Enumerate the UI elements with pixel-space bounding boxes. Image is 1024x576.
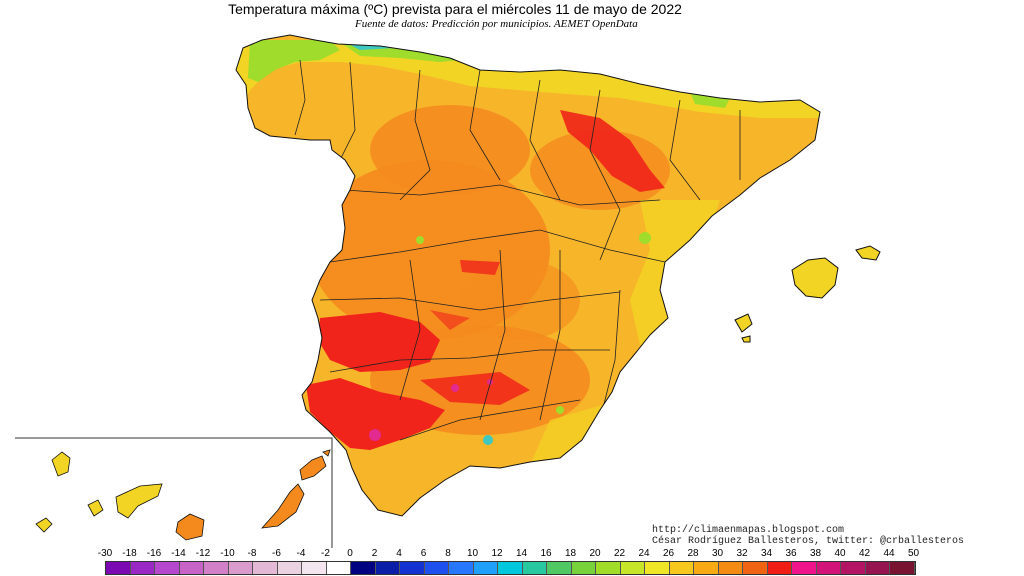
legend-tick-label: -10 xyxy=(220,548,235,559)
legend-color-bar xyxy=(105,561,916,575)
legend-swatch xyxy=(498,562,523,574)
legend-swatch xyxy=(106,562,131,574)
legend-tick-label: -8 xyxy=(247,548,257,559)
legend-swatch xyxy=(792,562,817,574)
legend-tick-label: -30 xyxy=(97,548,113,559)
legend-swatch xyxy=(155,562,180,574)
legend-tick-label: 44 xyxy=(883,548,895,559)
legend-swatch xyxy=(841,562,866,574)
legend-tick-label: 42 xyxy=(858,548,871,559)
legend-swatch xyxy=(302,562,327,574)
map-title: Temperatura máxima (ºC) prevista para el… xyxy=(228,1,682,17)
legend-swatch xyxy=(571,562,596,574)
legend-tick-label: 22 xyxy=(613,548,626,559)
legend-tick-label: 28 xyxy=(687,548,699,559)
legend-tick-label: -16 xyxy=(146,548,162,559)
legend-swatch xyxy=(473,562,498,574)
legend-tick-label: 20 xyxy=(589,548,601,559)
legend-swatch xyxy=(669,562,694,574)
legend-tick-label: 26 xyxy=(662,548,675,559)
legend-tick-label: 32 xyxy=(736,548,748,559)
peninsula-region xyxy=(235,34,821,517)
legend-tick-label: -2 xyxy=(321,548,330,559)
legend-tick-label: 38 xyxy=(809,548,822,559)
legend-tick-label: 8 xyxy=(445,548,451,559)
legend-swatch xyxy=(743,562,768,574)
legend-swatch xyxy=(351,562,376,574)
legend-swatch xyxy=(375,562,400,574)
legend-tick-label: 30 xyxy=(711,548,724,559)
map-subtitle: Fuente de datos: Predicción por municipi… xyxy=(355,18,638,30)
baleares-region xyxy=(734,245,881,343)
legend-swatch xyxy=(890,562,915,574)
legend-tick-label: 18 xyxy=(564,548,577,559)
legend-swatch xyxy=(326,562,351,574)
legend-swatch xyxy=(130,562,155,574)
legend-swatch xyxy=(179,562,204,574)
legend-tick-label: -14 xyxy=(171,548,186,559)
legend-swatch xyxy=(277,562,302,574)
legend-tick-label: 0 xyxy=(347,548,353,559)
legend-swatch xyxy=(424,562,449,574)
legend-labels: -30 -18 -16 -14 -12 -10 -8 -6 -4 -2 0 2 4 6 8 10 12 14 16 1… xyxy=(93,548,923,560)
credit-url: http://climaenmapas.blogspot.com xyxy=(652,525,845,536)
legend-swatch xyxy=(596,562,621,574)
legend-swatch xyxy=(865,562,890,574)
legend-swatch xyxy=(253,562,278,574)
legend-swatch xyxy=(400,562,425,574)
legend-swatch xyxy=(718,562,743,574)
legend-tick-label: 4 xyxy=(396,548,402,559)
legend-tick-label: 14 xyxy=(515,548,528,559)
legend-swatch xyxy=(228,562,253,574)
legend-swatch xyxy=(694,562,719,574)
legend-swatch xyxy=(767,562,792,574)
legend-tick-label: 12 xyxy=(491,548,503,559)
legend-tick-label: 24 xyxy=(638,548,650,559)
credit-author: César Rodríguez Ballesteros, twitter: @c… xyxy=(652,536,965,547)
legend-tick-label: -12 xyxy=(195,548,211,559)
legend-swatch xyxy=(522,562,547,574)
legend-tick-label: 36 xyxy=(785,548,797,559)
legend-swatch xyxy=(816,562,841,574)
legend-tick-label: -6 xyxy=(272,548,281,559)
legend-tick-label: 16 xyxy=(540,548,552,559)
legend-tick-label: 50 xyxy=(907,548,920,559)
legend-tick-label: -18 xyxy=(122,548,137,559)
legend-tick-label: -4 xyxy=(296,548,306,559)
legend-tick-label: 6 xyxy=(420,548,427,559)
legend-swatch xyxy=(449,562,474,574)
legend-swatch xyxy=(620,562,645,574)
canarias-inset xyxy=(15,437,333,548)
legend-swatch xyxy=(204,562,229,574)
legend-swatch xyxy=(547,562,572,574)
legend-tick-label: 40 xyxy=(834,548,846,559)
legend-swatch xyxy=(645,562,670,574)
legend-tick-label: 2 xyxy=(371,548,378,559)
legend-tick-label: 34 xyxy=(760,548,773,559)
legend-tick-label: 10 xyxy=(466,548,479,559)
